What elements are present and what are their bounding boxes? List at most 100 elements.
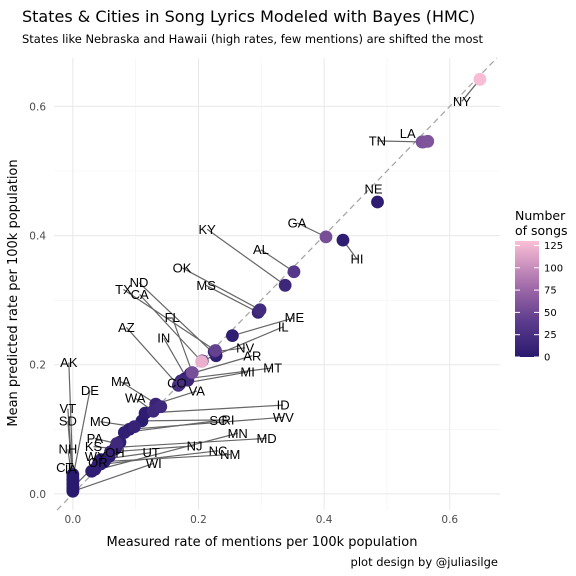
state-label-nm: NM — [220, 447, 240, 462]
state-label-la: LA — [400, 126, 416, 141]
data-point-ky — [278, 278, 292, 292]
state-label-sc: SC — [209, 413, 227, 428]
leader-line-az — [125, 326, 179, 386]
data-point-fl — [185, 366, 199, 379]
data-point-sc — [117, 426, 131, 439]
data-point-ca — [195, 355, 209, 368]
state-label-pa: PA — [87, 431, 104, 446]
data-point-mo — [128, 420, 141, 434]
legend-tick-label: 75 — [544, 286, 557, 297]
state-label-nd: ND — [130, 275, 149, 290]
leader-line-ok — [181, 267, 261, 311]
data-point-mi — [173, 377, 187, 391]
legend-title-line-2: of songs — [515, 223, 568, 238]
data-point-pa — [110, 437, 124, 450]
legend-tick-label: 0 — [544, 353, 550, 364]
state-label-nv: NV — [236, 340, 254, 355]
state-label-in: IN — [157, 331, 170, 346]
state-label-oh: OH — [105, 445, 125, 460]
leader-line-de — [72, 390, 91, 478]
y-tick-label: 0.6 — [29, 101, 46, 113]
leader-line-nd — [138, 282, 217, 357]
leader-line-ak — [68, 362, 74, 475]
state-label-ct: CT — [56, 460, 73, 475]
state-label-wy: WY — [85, 449, 106, 464]
x-axis-title: Measured rate of mentions per 100k popul… — [107, 535, 418, 550]
axis-ticks: 0.0 0.2 0.4 0.6 0.0 0.2 0.4 0.6 — [29, 101, 458, 526]
data-point-ga — [319, 230, 333, 244]
state-label-mo: MO — [90, 414, 111, 429]
state-label-or: OR — [88, 455, 108, 470]
state-label-ia: IA — [65, 461, 78, 476]
state-label-nc: NC — [209, 443, 228, 458]
data-points — [66, 72, 487, 498]
state-label-mi: MI — [240, 365, 254, 380]
state-label-nh: NH — [58, 442, 77, 457]
state-label-az: AZ — [118, 320, 135, 335]
state-label-ak: AK — [60, 355, 78, 370]
legend-color-bar — [515, 241, 539, 357]
state-label-ks: KS — [85, 439, 103, 454]
state-label-va: VA — [189, 384, 206, 399]
state-label-co: CO — [167, 375, 187, 390]
state-label-fl: FL — [165, 310, 180, 325]
state-label-id: ID — [277, 398, 290, 413]
state-label-mt: MT — [263, 360, 282, 375]
state-label-ma: MA — [111, 374, 131, 389]
state-label-vt: VT — [60, 401, 77, 416]
legend-tick-label: 100 — [544, 263, 563, 274]
data-point-al — [287, 265, 301, 279]
x-tick-label: 0.0 — [64, 514, 81, 526]
state-label-md: MD — [256, 431, 276, 446]
y-axis-title: Mean predicted rate per 100k population — [6, 159, 21, 426]
legend-tick-label: 25 — [544, 330, 557, 341]
y-tick-label: 0.2 — [29, 360, 46, 372]
state-label-tx: TX — [115, 282, 132, 297]
state-label-ar: AR — [243, 348, 261, 363]
state-label-al: AL — [253, 242, 269, 257]
state-label-tn: TN — [369, 133, 386, 148]
data-point-wi — [66, 484, 80, 498]
data-point-oh — [88, 462, 102, 476]
data-point-la — [421, 134, 435, 148]
state-label-ny: NY — [453, 94, 471, 109]
data-point-tx — [209, 344, 222, 357]
leader-line-nc — [97, 450, 219, 466]
legend-tick-label: 125 — [544, 241, 563, 252]
state-label-ri: RI — [221, 412, 234, 427]
x-tick-label: 0.2 — [190, 514, 207, 526]
x-tick-label: 0.4 — [316, 514, 333, 526]
data-point-ok — [253, 303, 267, 317]
state-label-wa: WA — [125, 391, 146, 406]
state-label-hi: HI — [350, 252, 363, 267]
chart-caption: plot design by @juliasilge — [351, 555, 498, 569]
state-label-wv: WV — [273, 410, 294, 425]
y-tick-label: 0.0 — [29, 489, 46, 501]
legend-tick-label: 50 — [544, 308, 557, 319]
data-point-me — [226, 329, 239, 343]
state-label-il: IL — [278, 319, 289, 334]
leader-line-fl — [171, 317, 193, 373]
x-tick-label: 0.6 — [441, 514, 458, 526]
data-point-hi — [336, 233, 350, 247]
leader-line-ar — [190, 355, 253, 375]
legend-ticks: 0 25 50 75 100 125 — [515, 241, 563, 364]
leader-line-mt — [184, 367, 273, 380]
legend-title-line-1: Number — [515, 208, 566, 223]
leader-line-id — [145, 404, 284, 414]
state-label-ga: GA — [288, 215, 307, 230]
state-label-ky: KY — [198, 222, 216, 237]
leader-line-ms — [205, 284, 259, 313]
leader-line-nm — [104, 453, 231, 463]
state-label-ca: CA — [131, 287, 149, 302]
leader-line-me — [232, 317, 295, 337]
leader-line-ca — [139, 294, 203, 362]
state-label-wi: WI — [146, 456, 162, 471]
leader-line-al — [260, 249, 295, 273]
data-point-ne — [371, 195, 384, 209]
state-label-ut: UT — [142, 445, 159, 460]
state-label-ok: OK — [173, 260, 192, 275]
data-point-ny — [473, 72, 487, 86]
data-point-ma — [154, 400, 168, 414]
